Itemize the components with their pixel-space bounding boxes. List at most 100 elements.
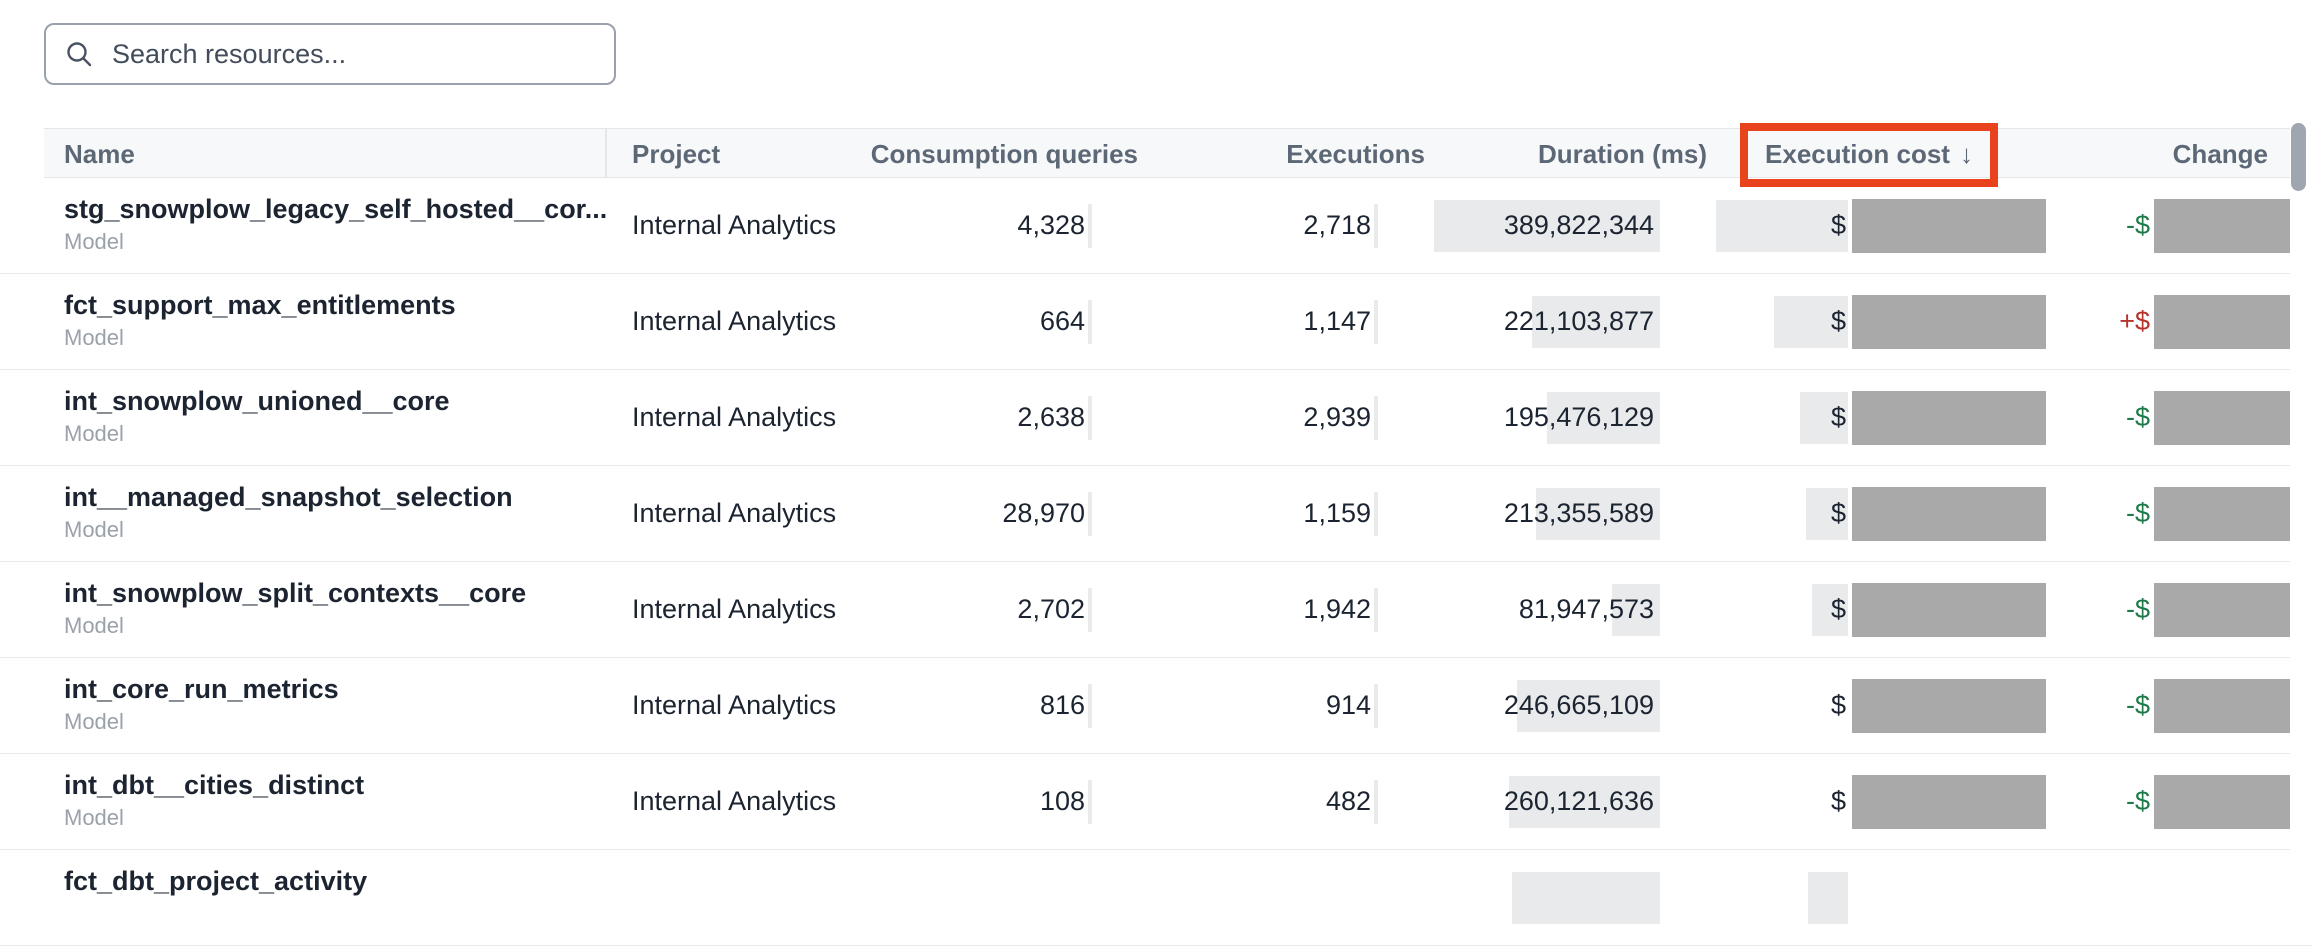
cost-value-bar [1806, 488, 1848, 540]
execution-cost-cell: $ [1830, 210, 1846, 240]
project-cell: Internal Analytics [632, 690, 837, 720]
table-header: Name Project Consumption queries Executi… [44, 128, 2290, 178]
duration-value-bar [1517, 680, 1660, 732]
column-header-project[interactable]: Project [632, 139, 721, 169]
consumption-value-bar [1088, 684, 1092, 728]
scrollbar-track [2290, 120, 2312, 884]
duration-value-bar [1536, 488, 1660, 540]
resource-name-link[interactable]: fct_support_max_entitlements [64, 290, 456, 320]
execution-cost-redaction-block [1852, 391, 2046, 445]
change-cell: -$ [2125, 786, 2150, 816]
project-cell: Internal Analytics [632, 594, 837, 624]
duration-value-bar [1512, 872, 1660, 924]
execution-cost-redaction-block [1852, 487, 2046, 541]
executions-value-bar [1374, 684, 1378, 728]
project-cell: Internal Analytics [632, 210, 837, 240]
change-cell: -$ [2125, 498, 2150, 528]
column-header-name[interactable]: Name [64, 139, 135, 169]
cost-value-bar [1800, 392, 1848, 444]
project-cell: Internal Analytics [632, 306, 837, 336]
resource-name-link[interactable]: int_snowplow_unioned__core [64, 386, 450, 416]
column-header-executions[interactable]: Executions [1286, 139, 1425, 169]
consumption-queries-cell: 2,638 [1017, 402, 1085, 432]
resource-type-label: Model [64, 421, 124, 446]
change-redaction-block [2154, 295, 2290, 349]
table-row[interactable]: int_core_run_metrics Model Internal Analyt… [0, 658, 2312, 754]
consumption-queries-cell: 28,970 [1002, 498, 1085, 528]
executions-value-bar [1374, 300, 1378, 344]
resource-name-link[interactable]: int__managed_snapshot_selection [64, 482, 513, 512]
duration-value-bar [1509, 776, 1660, 828]
change-redaction-block [2154, 679, 2290, 733]
change-redaction-block [2154, 199, 2290, 253]
search-input[interactable] [110, 37, 596, 71]
table-row[interactable]: int_snowplow_unioned__core Model Internal … [0, 370, 2312, 466]
execution-cost-redaction-block [1852, 199, 2046, 253]
executions-value-bar [1374, 492, 1378, 536]
change-redaction-block [2154, 391, 2290, 445]
consumption-value-bar [1088, 588, 1092, 632]
consumption-queries-cell: 108 [1039, 786, 1085, 816]
table-row[interactable]: stg_snowplow_legacy_self_hosted__cor... M… [0, 178, 2312, 274]
table-row[interactable]: int_snowplow_split_contexts__core Model In… [0, 562, 2312, 658]
duration-cell: 260,121,636 [1503, 786, 1654, 816]
column-header-execution-cost[interactable]: Execution cost ↓ [1740, 129, 1998, 179]
duration-cell: 195,476,129 [1503, 402, 1654, 432]
executions-value-bar [1374, 396, 1378, 440]
duration-cell: 246,665,109 [1503, 690, 1654, 720]
scrollbar-thumb[interactable] [2291, 123, 2306, 191]
resource-name-link[interactable]: int_snowplow_split_contexts__core [64, 578, 527, 608]
execution-cost-redaction-block [1852, 775, 2046, 829]
execution-cost-cell: $ [1830, 306, 1846, 336]
duration-cell: 221,103,877 [1503, 306, 1654, 336]
change-cell: -$ [2125, 690, 2150, 720]
executions-value-bar [1374, 204, 1378, 248]
change-cell: -$ [2125, 210, 2150, 240]
execution-cost-cell: $ [1830, 402, 1846, 432]
resource-type-label: Model [64, 709, 124, 734]
execution-cost-cell: $ [1830, 786, 1846, 816]
resource-name-link[interactable]: int_core_run_metrics [64, 674, 339, 704]
column-header-consumption-queries[interactable]: Consumption queries [870, 139, 1138, 169]
consumption-queries-cell: 4,328 [1017, 210, 1085, 240]
table-row[interactable]: fct_support_max_entitlements Model Interna… [0, 274, 2312, 370]
duration-value-bar [1547, 392, 1660, 444]
executions-cell: 1,147 [1303, 306, 1371, 336]
cost-value-bar [1716, 200, 1848, 252]
consumption-value-bar [1088, 396, 1092, 440]
table-row[interactable]: int_dbt__cities_distinct Model Internal An… [0, 754, 2312, 850]
consumption-value-bar [1088, 300, 1092, 344]
search-box[interactable] [44, 23, 616, 85]
consumption-queries-cell: 816 [1039, 690, 1085, 720]
resource-type-label: Model [64, 325, 124, 350]
execution-cost-redaction-block [1852, 583, 2046, 637]
duration-value-bar [1612, 584, 1660, 636]
change-redaction-block [2154, 487, 2290, 541]
change-redaction-block [2154, 775, 2290, 829]
execution-cost-redaction-block [1852, 295, 2046, 349]
consumption-queries-cell: 2,702 [1017, 594, 1085, 624]
executions-cell: 2,718 [1303, 210, 1371, 240]
change-cell: -$ [2125, 594, 2150, 624]
cost-value-bar [1774, 296, 1848, 348]
consumption-queries-cell: 664 [1039, 306, 1085, 336]
duration-cell: 81,947,573 [1518, 594, 1654, 624]
resource-name-link[interactable]: int_dbt__cities_distinct [64, 770, 365, 800]
duration-cell: 213,355,589 [1503, 498, 1654, 528]
execution-cost-cell: $ [1830, 498, 1846, 528]
executions-cell: 914 [1325, 690, 1371, 720]
executions-cell: 1,942 [1303, 594, 1371, 624]
execution-cost-cell: $ [1830, 594, 1846, 624]
cost-value-bar [1808, 872, 1848, 924]
change-cell: -$ [2125, 402, 2150, 432]
table-row[interactable]: fct_dbt_project_activity [0, 850, 2312, 946]
table-row[interactable]: int__managed_snapshot_selection Model Inte… [0, 466, 2312, 562]
change-cell: +$ [2119, 306, 2150, 336]
column-header-change[interactable]: Change [2172, 139, 2268, 169]
executions-cell: 1,159 [1303, 498, 1371, 528]
resource-name-link[interactable]: stg_snowplow_legacy_self_hosted__cor... [64, 194, 608, 224]
execution-cost-label: Execution cost [1765, 139, 1950, 169]
column-header-duration[interactable]: Duration (ms) [1538, 139, 1707, 169]
resource-name-link[interactable]: fct_dbt_project_activity [64, 866, 368, 896]
table-body: stg_snowplow_legacy_self_hosted__cor... M… [0, 178, 2312, 946]
